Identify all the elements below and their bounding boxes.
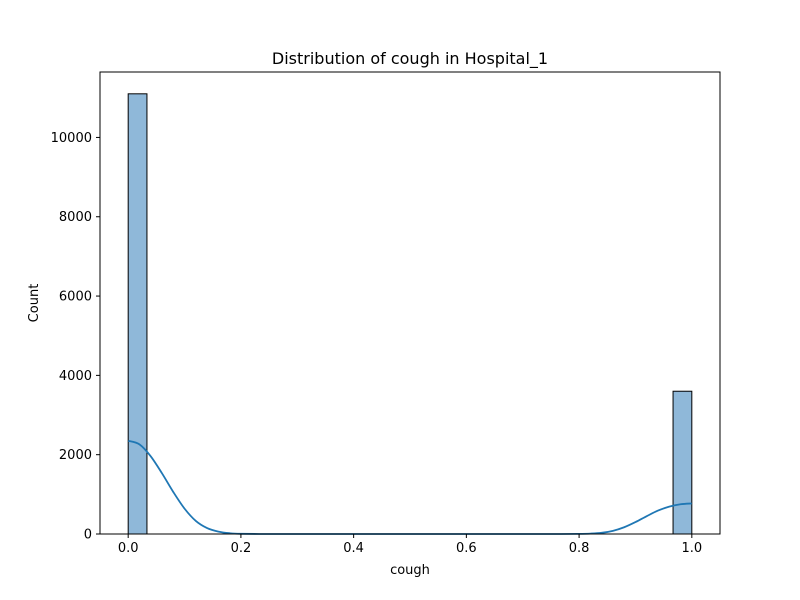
y-axis: 0 2000 4000 6000 8000 10000 xyxy=(51,131,100,543)
y-tick-label: 8000 xyxy=(59,210,92,225)
x-tick-label: 0.2 xyxy=(231,541,252,556)
x-tick-label: 0.8 xyxy=(569,541,590,556)
y-tick-label: 4000 xyxy=(59,369,92,384)
kde-curve xyxy=(127,439,692,535)
y-tick-label: 6000 xyxy=(59,290,92,305)
y-tick-label: 2000 xyxy=(59,448,92,463)
y-tick-label: 0 xyxy=(84,528,92,543)
x-tick-label: 0.0 xyxy=(118,541,139,556)
x-axis: 0.0 0.2 0.4 0.6 0.8 1.0 xyxy=(118,534,702,556)
plot-area-frame xyxy=(99,71,721,535)
bars-layer xyxy=(127,93,693,535)
x-tick-label: 1.0 xyxy=(681,541,702,556)
histogram-bar xyxy=(127,93,148,535)
y-axis-label: Count xyxy=(27,284,42,323)
y-tick-label: 10000 xyxy=(51,131,92,146)
x-tick-label: 0.6 xyxy=(456,541,477,556)
x-tick-label: 0.4 xyxy=(343,541,364,556)
x-axis-label: cough xyxy=(390,563,430,578)
chart-title: Distribution of cough in Hospital_1 xyxy=(272,49,548,69)
histogram-bar xyxy=(672,390,693,535)
kde-layer xyxy=(127,439,692,535)
